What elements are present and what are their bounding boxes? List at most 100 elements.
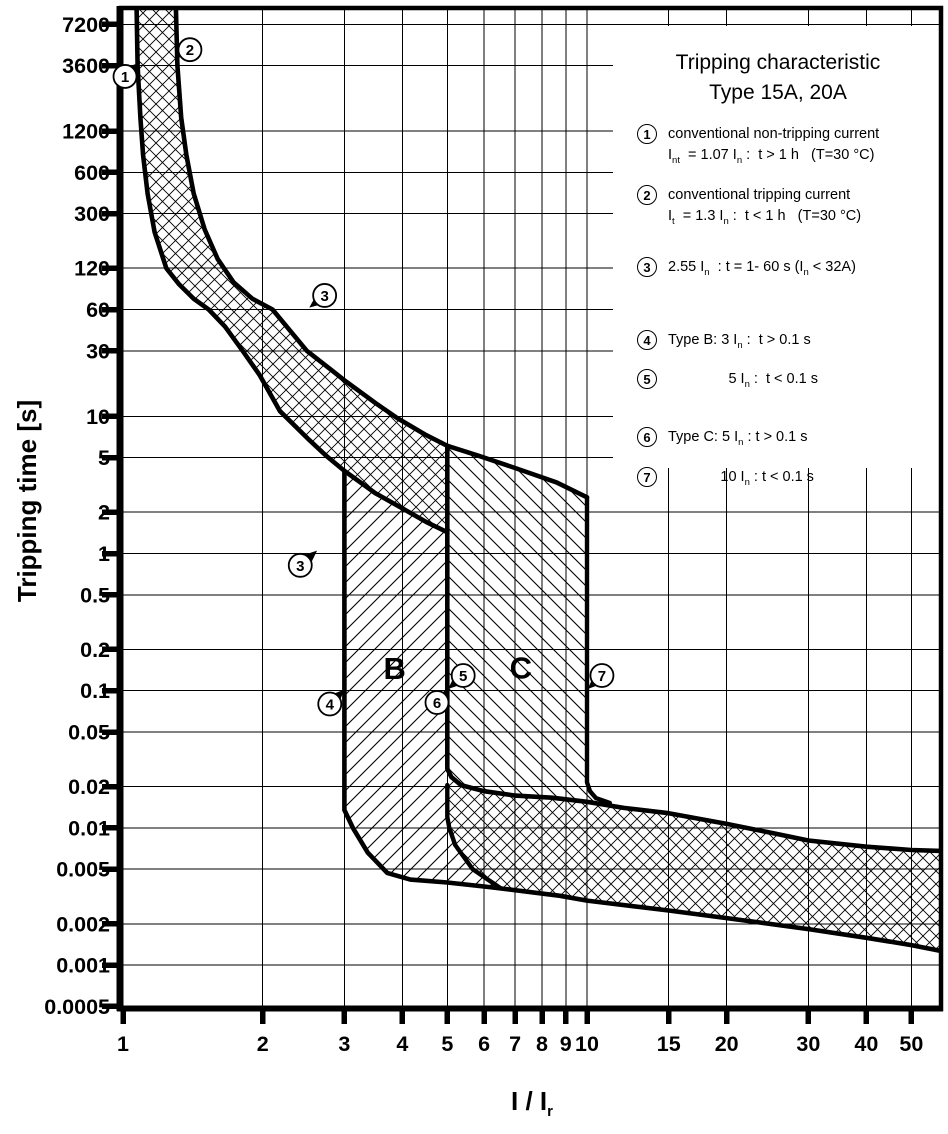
svg-text:0.002: 0.002	[56, 912, 110, 936]
svg-text:50: 50	[899, 1032, 923, 1056]
thermal-lower-limit-1.07In	[134, 8, 450, 535]
marker-1: 1	[112, 62, 141, 89]
svg-text:0.05: 0.05	[68, 721, 110, 745]
region-label-B: B	[383, 651, 405, 686]
svg-text:0.005: 0.005	[56, 858, 110, 882]
type-b-region	[344, 470, 501, 888]
svg-text:10: 10	[575, 1032, 599, 1056]
legend-item-number-5: 5	[637, 368, 657, 389]
thermal-upper-limit-1.3In	[173, 8, 590, 500]
legend-background-mask	[613, 26, 939, 468]
legend-item-text-1: conventional non-tripping current Int = 1…	[668, 126, 880, 166]
y-axis-title: Tripping time [s]	[12, 399, 42, 603]
type-c-region	[447, 445, 610, 803]
legend-item-number-2: 2	[637, 184, 657, 205]
legend-item-number-3: 3	[637, 256, 657, 277]
marker-2: 2	[175, 37, 203, 63]
legend-item-number-7: 7	[637, 467, 657, 488]
marker-4: 4	[317, 689, 345, 717]
marker-3: 3	[309, 283, 338, 308]
legend-item-text-7: 10 In : t < 0.1 s	[668, 469, 814, 489]
axis-tick-labels: 7200360012006003001206030105210.50.20.10…	[44, 13, 923, 1056]
svg-text:3: 3	[320, 288, 328, 305]
svg-text:2: 2	[98, 501, 110, 525]
svg-text:7200: 7200	[62, 13, 110, 37]
svg-text:7: 7	[598, 668, 606, 685]
legend-title-line2: Type 15A, 20A	[709, 81, 847, 104]
svg-text:120: 120	[74, 257, 110, 281]
svg-text:1: 1	[117, 1032, 129, 1056]
svg-text:0.01: 0.01	[68, 816, 110, 840]
svg-text:15: 15	[657, 1032, 681, 1056]
svg-text:1: 1	[121, 69, 129, 86]
legend-item-number-1: 1	[637, 124, 657, 144]
svg-text:3: 3	[338, 1032, 350, 1056]
type-c-upper-limit-10In	[584, 495, 612, 806]
svg-text:30: 30	[86, 339, 110, 363]
svg-text:2: 2	[257, 1032, 269, 1056]
svg-text:0.1: 0.1	[80, 679, 110, 703]
legend-item-4: 4 Type B: 3 In : t > 0.1 s	[613, 329, 943, 356]
characteristic-curves	[134, 8, 941, 954]
instantaneous-tripping-band	[447, 768, 941, 951]
legend-item-3: 3 2.55 In : t = 1- 60 s (In < 32A)	[613, 256, 943, 283]
svg-text:1200: 1200	[62, 120, 110, 144]
svg-text:8: 8	[536, 1032, 548, 1056]
legend-item-6: 6 Type C: 5 In : t > 0.1 s	[613, 427, 943, 453]
svg-text:5: 5	[441, 1032, 453, 1056]
svg-text:60: 60	[86, 298, 110, 322]
thermal-tripping-band	[136, 8, 448, 533]
svg-text:0.02: 0.02	[68, 775, 110, 799]
svg-text:7: 7	[509, 1032, 521, 1056]
legend-item-1: 1 conventional non-tripping current Int = …	[613, 124, 943, 171]
svg-text:600: 600	[74, 161, 110, 185]
x-axis-title: I / Ir	[511, 1086, 553, 1121]
marker-7: 7	[587, 663, 615, 689]
svg-text:40: 40	[854, 1032, 878, 1056]
svg-text:0.2: 0.2	[80, 638, 110, 662]
legend-items: 1 conventional non-tripping current Int = …	[613, 124, 943, 493]
legend-title-line1: Tripping characteristic	[675, 51, 881, 74]
legend-item-number-4: 4	[637, 329, 657, 350]
legend-item-text-4: Type B: 3 In : t > 0.1 s	[668, 331, 811, 351]
svg-text:1: 1	[98, 542, 110, 566]
svg-text:300: 300	[74, 202, 110, 226]
marker-3: 3	[287, 550, 318, 578]
legend-item-number-6: 6	[637, 427, 657, 448]
legend-item-7: 7 10 In : t < 0.1 s	[613, 467, 943, 493]
type-b-lower-limit-3In-and-band-bottom	[342, 468, 941, 954]
svg-text:9: 9	[560, 1032, 572, 1056]
svg-text:5: 5	[98, 446, 110, 470]
legend-item-text-5: 5 In : t < 0.1 s	[668, 370, 818, 390]
svg-text:3: 3	[296, 558, 304, 575]
marker-6: 6	[424, 690, 450, 715]
svg-text:5: 5	[459, 668, 467, 685]
legend-item-text-3: 2.55 In : t = 1- 60 s (In < 32A)	[668, 258, 856, 278]
axis-tick-marks	[102, 21, 915, 1024]
legend-item-text-6: Type C: 5 In : t > 0.1 s	[668, 429, 808, 449]
legend-item-2: 2 conventional tripping current It = 1.3 I…	[613, 184, 943, 232]
type-c-lower-bend-5In	[445, 782, 503, 891]
svg-text:0.5: 0.5	[80, 583, 110, 607]
legend-title: Tripping characteristic Type 15A, 20A	[613, 48, 943, 108]
svg-text:2: 2	[186, 42, 194, 59]
type-b-c-boundary-5In-and-band-top	[445, 443, 941, 854]
svg-text:3600: 3600	[62, 54, 110, 78]
svg-text:6: 6	[433, 695, 441, 712]
svg-text:0.0005: 0.0005	[44, 995, 110, 1019]
svg-text:20: 20	[715, 1032, 739, 1056]
svg-text:0.001: 0.001	[56, 954, 110, 978]
svg-text:6: 6	[478, 1032, 490, 1056]
svg-text:10: 10	[86, 405, 110, 429]
svg-text:4: 4	[326, 696, 335, 713]
marker-5: 5	[448, 663, 476, 689]
legend-item-text-2: conventional tripping current It = 1.3 In…	[668, 186, 862, 227]
svg-text:4: 4	[396, 1032, 408, 1056]
svg-text:30: 30	[796, 1032, 820, 1056]
curve-annotation-markers: 1 2 3 3 4 5 6 7	[112, 37, 615, 717]
region-label-C: C	[510, 651, 532, 686]
